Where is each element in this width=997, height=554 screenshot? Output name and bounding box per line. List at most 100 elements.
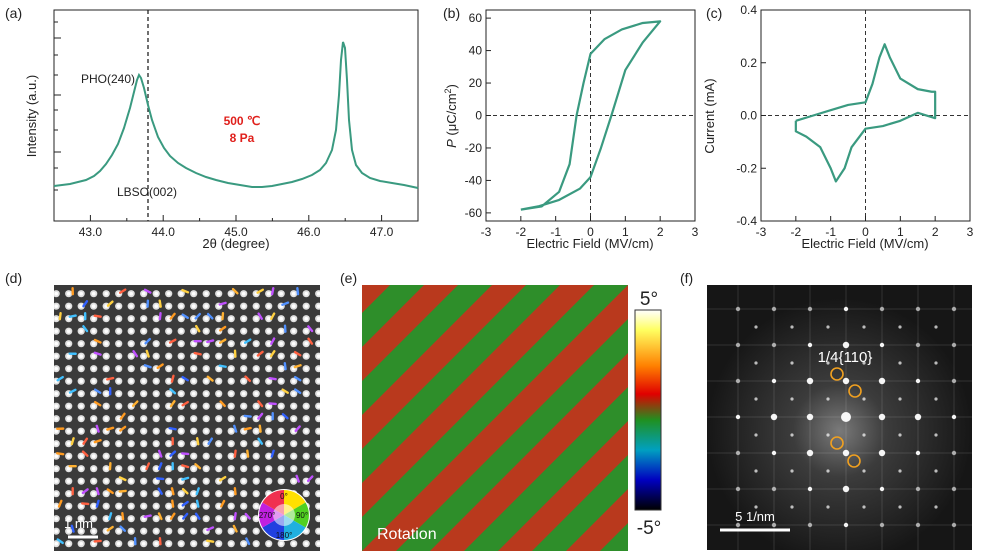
polarization-arrow-9-10 [181,400,189,407]
c-ytick-label-3: 0.2 [740,56,757,70]
fft-spot-5-1 [915,342,921,348]
polarization-arrow-10-18 [281,413,289,420]
polarization-arrow-8-19 [293,388,302,395]
superlattice-rings [830,367,862,468]
fft-spot-5-5 [915,486,921,492]
fft-spot-2-4 [806,449,814,457]
c-ytick-label-1: -0.2 [736,161,757,175]
fft-spot-half-5-5 [934,505,938,509]
fft-spot-half-0-0 [754,325,758,329]
polarization-arrow-20-8 [158,537,162,546]
polarization-arrow-16-5 [118,489,127,493]
polarization-arrow-18-4 [108,512,113,521]
fft-spot-6-4 [951,450,957,456]
polarization-arrow-13-8 [157,449,163,458]
b-ytick-label-4: 20 [469,76,483,90]
fft-spot-half-2-0 [826,325,830,329]
polarization-arrow-1-2 [82,300,89,308]
c-ytick-label-2: 0.0 [740,109,757,123]
fft-spot-4-6 [879,522,885,528]
fft-spot-half-2-4 [826,469,830,473]
polarization-arrow-5-19 [293,350,302,357]
polarization-arrow-18-5 [121,512,125,521]
fft-spot-4-4 [878,449,886,457]
polarization-arrow-17-13 [220,499,226,508]
polarization-arrow-10-16 [257,412,264,420]
fft-spot-half-0-1 [754,361,758,365]
fft-spot-3-2 [842,377,850,385]
rotation-stripe-8 [498,421,628,551]
c-series-0 [794,43,937,183]
polarization-arrow-14-11 [194,463,202,470]
b-xtick-label-2: -1 [550,225,561,239]
fft-spot-half-5-0 [934,325,938,329]
a-xtick-label-4: 47.0 [370,225,394,239]
polarization-arrow-6-8 [156,363,164,370]
b-xtick-label-5: 2 [657,225,664,239]
polarization-arrow-17-0 [57,499,63,508]
polarization-arrow-15-20 [306,475,314,483]
fft-spot-1-6 [771,522,777,528]
fft-spot-half-5-3 [934,433,938,437]
fft-spot-half-4-4 [898,469,902,473]
polarization-arrow-2-16 [257,312,264,320]
polarization-arrow-13-15 [246,449,250,458]
fft-spot-half-5-2 [934,397,938,401]
fft-spot-4-2 [878,377,886,385]
fft-spot-half-0-2 [754,397,758,401]
fft-spot-3-6 [843,522,849,528]
superlattice-label: 1/4{110} [818,349,873,366]
panel-c-xlabel: Electric Field (MV/cm) [801,236,928,251]
colorbar-min: -5° [637,518,662,539]
b-xtick-label-3: 0 [587,225,594,239]
polarization-arrow-17-10 [181,500,189,507]
panel-a-y-minor-ticks [54,21,61,191]
panel-b-axes: Electric Field (MV/cm) P (μC/cm2) -3 -2 -1… [443,9,699,251]
fft-spot-half-1-5 [790,505,794,509]
polarization-arrow-0-19 [296,287,300,296]
polarization-arrow-7-9 [170,374,175,383]
scale-label-d: 1 nm [64,516,93,531]
annotation-temperature: 500 ℃ [224,114,261,128]
rotation-stripe-5 [362,285,594,517]
polarization-arrow-11-16 [258,424,262,433]
polarization-arrow-9-13 [219,400,226,408]
polarization-arrow-9-6 [131,400,139,408]
rotation-stripe-7 [430,353,628,551]
fft-spot-4-3 [878,413,886,421]
fft-spot-2-0 [807,306,813,312]
polarization-arrow-5-17 [269,350,276,358]
polarization-arrow-11-4 [106,426,115,431]
fft-spot-half-2-1 [826,361,830,365]
panel-label-d: (d) [5,270,22,286]
fft-spot-3-3 [841,412,851,422]
c-xtick-label-0: -3 [756,225,767,239]
a-xtick-label-1: 44.0 [152,225,176,239]
polarization-arrow-2-8 [158,312,162,321]
polarization-arrow-8-18 [281,388,289,394]
panel-label-c: (c) [706,5,722,21]
fft-spot-2-6 [807,522,813,528]
polarization-arrow-3-11 [194,324,201,333]
polarization-arrow-2-1 [68,314,77,318]
polarization-arrow-12-12 [207,437,214,445]
polarization-arrow-16-9 [170,487,175,496]
peak-label-pho: PHO(240) [81,72,135,86]
rotation-stripe-15 [974,285,997,551]
fft-spot-2-3 [806,413,814,421]
fft-spot-half-3-3 [862,433,866,437]
polarization-arrow-14-7 [145,462,151,471]
fft-spot-0-2 [735,378,741,384]
fft-spot-half-0-3 [754,433,758,437]
polarization-arrow-13-14 [233,449,237,458]
fft-spot-4-0 [879,306,885,312]
fft-spot-3-1 [842,341,850,349]
polarization-arrow-12-11 [195,437,200,446]
polarization-arrow-9-17 [268,402,277,406]
polarization-arrow-6-7 [143,364,152,369]
ring-3 [830,436,844,450]
polarization-arrow-5-11 [193,351,202,356]
polarization-arrow-3-20 [307,325,314,333]
polarization-arrow-1-18 [281,301,290,307]
